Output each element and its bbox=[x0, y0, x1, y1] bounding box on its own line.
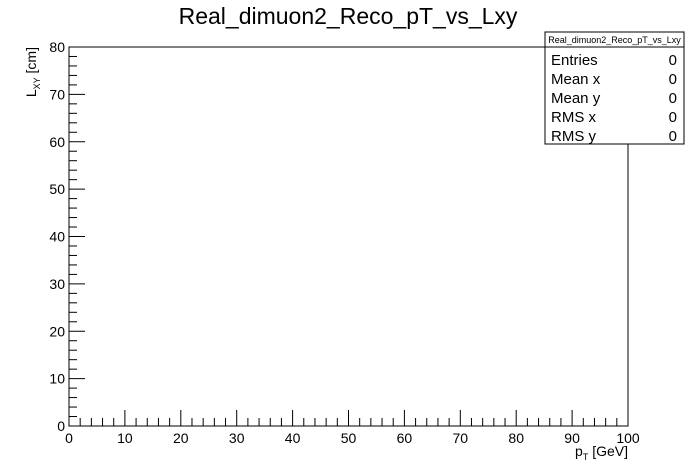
y-axis-label-base: L bbox=[23, 89, 39, 97]
x-axis-label-sub: T bbox=[583, 452, 589, 462]
plot-frame bbox=[68, 46, 629, 427]
x-tick-label: 10 bbox=[117, 430, 133, 446]
y-axis-label: LXY [cm] bbox=[23, 47, 42, 97]
x-tick-label: 80 bbox=[508, 430, 524, 446]
stats-row-label: RMS y bbox=[551, 128, 597, 145]
stats-row-value: 0 bbox=[669, 109, 677, 126]
x-tick-label: 40 bbox=[285, 430, 301, 446]
y-tick-label: 0 bbox=[57, 418, 65, 434]
stats-row-value: 0 bbox=[669, 90, 677, 107]
stats-row-label: Mean y bbox=[551, 90, 601, 107]
stats-row-value: 0 bbox=[669, 128, 677, 145]
y-tick-label: 70 bbox=[49, 86, 65, 102]
stats-box-title: Real_dimuon2_Reco_pT_vs_Lxy bbox=[548, 35, 681, 45]
x-axis: 0 10 20 30 40 50 60 70 80 90 100 bbox=[65, 410, 640, 446]
stats-row-value: 0 bbox=[669, 52, 677, 69]
y-tick-label: 30 bbox=[49, 276, 65, 292]
y-tick-label: 40 bbox=[49, 229, 65, 245]
x-tick-label: 60 bbox=[397, 430, 413, 446]
x-tick-label: 90 bbox=[564, 430, 580, 446]
x-tick-label: 20 bbox=[173, 430, 189, 446]
x-axis-label: pT [GeV] bbox=[575, 443, 628, 462]
y-tick-label: 20 bbox=[49, 323, 65, 339]
x-axis-label-suffix: [GeV] bbox=[588, 443, 628, 459]
y-tick-label: 60 bbox=[49, 134, 65, 150]
stats-box: Real_dimuon2_Reco_pT_vs_Lxy Entries 0 Mean… bbox=[544, 31, 685, 145]
y-tick-label: 10 bbox=[49, 371, 65, 387]
stats-row-label: Mean x bbox=[551, 71, 601, 88]
x-tick-label: 0 bbox=[65, 430, 73, 446]
x-tick-label: 30 bbox=[229, 430, 245, 446]
x-tick-label: 50 bbox=[341, 430, 357, 446]
stats-box-frame bbox=[544, 31, 685, 145]
x-axis-label-base: p bbox=[575, 443, 583, 459]
y-tick-label: 80 bbox=[49, 39, 65, 55]
y-axis: 0 10 20 30 40 50 60 70 80 bbox=[49, 39, 85, 434]
stats-row-label: RMS x bbox=[551, 109, 597, 126]
y-axis-label-sub: XY bbox=[32, 77, 42, 89]
y-axis-label-suffix: [cm] bbox=[23, 47, 39, 77]
x-tick-label: 100 bbox=[616, 430, 640, 446]
x-tick-label: 70 bbox=[453, 430, 469, 446]
stats-row-value: 0 bbox=[669, 71, 677, 88]
stats-row-label: Entries bbox=[551, 52, 598, 69]
y-tick-label: 50 bbox=[49, 181, 65, 197]
chart-title: Real_dimuon2_Reco_pT_vs_Lxy bbox=[179, 3, 518, 29]
